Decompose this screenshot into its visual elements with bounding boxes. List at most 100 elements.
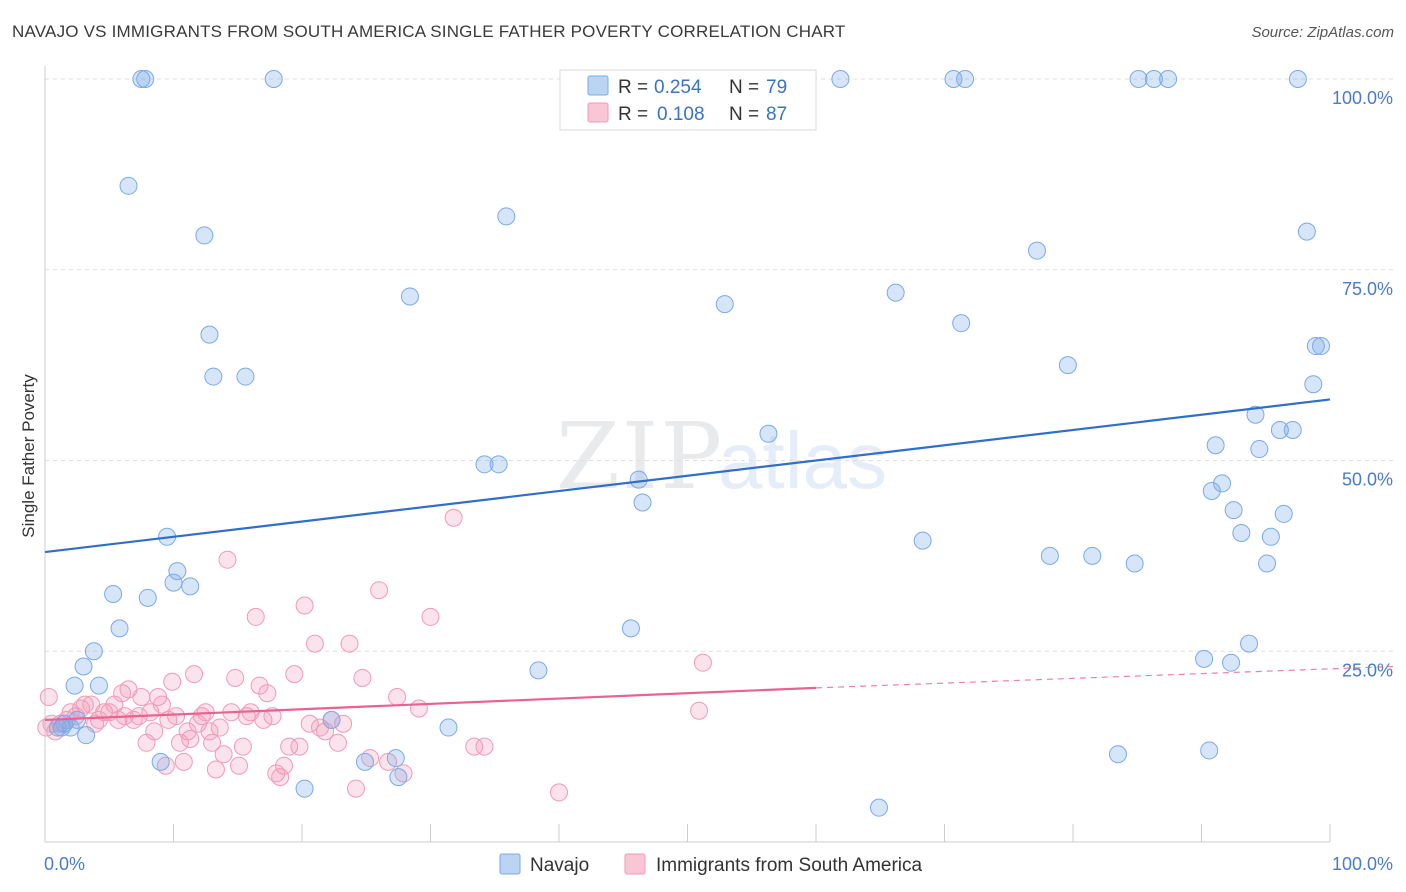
chart-title: NAVAJO VS IMMIGRANTS FROM SOUTH AMERICA … xyxy=(12,22,846,41)
navajo-point xyxy=(151,752,170,771)
navajo-swatch xyxy=(587,75,609,96)
immigrants-point xyxy=(75,695,94,714)
immigrants-point xyxy=(263,707,282,726)
navajo-point xyxy=(1202,482,1221,501)
navajo-point xyxy=(952,314,971,333)
navajo-point xyxy=(138,588,157,607)
immigrants-point xyxy=(174,752,193,771)
y-tick-label: 75.0% xyxy=(1342,279,1393,299)
navajo-point xyxy=(621,619,640,638)
immigrants-point xyxy=(246,607,265,626)
immigrants-point xyxy=(145,722,164,741)
immigrants-point xyxy=(693,653,712,672)
navajo-point xyxy=(529,661,548,680)
navajo-point xyxy=(400,287,419,306)
navajo-n-label: N = xyxy=(729,77,759,98)
navajo-point xyxy=(869,798,888,817)
immigrants-point xyxy=(295,596,314,615)
y-axis-label: Single Father Poverty xyxy=(19,374,38,538)
navajo-point xyxy=(119,176,138,195)
navajo-point xyxy=(439,718,458,737)
source-credit: Source: ZipAtlas.com xyxy=(1251,24,1394,41)
immigrants-point xyxy=(185,665,204,684)
navajo-point xyxy=(1108,745,1127,764)
immigrants-point xyxy=(328,733,347,752)
immigrants-swatch xyxy=(587,102,609,123)
immigrants-point xyxy=(353,668,372,687)
navajo-point xyxy=(1258,554,1277,573)
x-tick-label: 100.0% xyxy=(1332,854,1393,874)
immigrants-point xyxy=(280,737,299,756)
navajo-point xyxy=(831,70,850,88)
navajo-point xyxy=(1213,474,1232,493)
immigrants-point xyxy=(206,760,225,779)
immigrants-point xyxy=(370,581,389,600)
navajo-point xyxy=(264,70,283,88)
immigrants-point xyxy=(550,783,568,802)
navajo-point xyxy=(1222,653,1241,672)
navajo-point xyxy=(1304,375,1323,394)
watermark-atlas: atlas xyxy=(718,416,887,505)
navajo-point xyxy=(1306,337,1325,356)
immigrants-point xyxy=(346,779,365,798)
navajo-point xyxy=(1200,741,1219,760)
navajo-point xyxy=(84,642,103,661)
navajo-point xyxy=(913,531,932,550)
navajo-point xyxy=(1224,501,1243,520)
navajo-point xyxy=(1312,337,1331,356)
immigrants-point xyxy=(444,508,463,527)
navajo-point xyxy=(1274,504,1293,523)
navajo-point xyxy=(1125,554,1144,573)
immigrants-point xyxy=(167,707,186,726)
immigrants-point xyxy=(152,695,171,714)
navajo-point xyxy=(1240,634,1259,653)
navajo-point xyxy=(1283,420,1302,439)
navajo-n-value: 79 xyxy=(766,77,787,98)
trend-lines xyxy=(44,398,1394,722)
navajo-point xyxy=(65,676,84,695)
navajo-point xyxy=(132,70,151,88)
immigrants-point xyxy=(39,688,58,707)
navajo-point xyxy=(355,752,374,771)
navajo-point xyxy=(104,585,123,604)
navajo-r-value: 0.254 xyxy=(654,77,702,98)
immigrants-points xyxy=(37,508,712,802)
immigrants-point xyxy=(465,737,484,756)
axes xyxy=(44,66,1331,843)
navajo-point xyxy=(52,718,71,737)
immigrants-r-value: 0.108 xyxy=(657,104,705,125)
navajo-point xyxy=(1288,70,1307,88)
immigrants-point xyxy=(214,745,233,764)
navajo-point xyxy=(497,207,516,226)
navajo-point xyxy=(74,657,93,676)
immigrants-point xyxy=(226,668,245,687)
navajo-point xyxy=(1159,70,1178,88)
navajo-point xyxy=(322,710,341,729)
immigrants-point xyxy=(233,737,252,756)
navajo-point xyxy=(236,367,255,386)
navajo-point xyxy=(1206,436,1225,455)
navajo-point xyxy=(200,325,219,344)
immigrants-point xyxy=(690,701,709,720)
navajo-point xyxy=(886,283,905,302)
navajo-point xyxy=(489,455,508,474)
immigrants-point xyxy=(316,722,335,741)
immigrants-point xyxy=(210,718,229,737)
navajo-point xyxy=(1058,356,1077,375)
navajo-point xyxy=(759,424,778,443)
navajo-point xyxy=(956,70,975,88)
navajo-point xyxy=(1250,440,1269,459)
immigrants-trend-extension xyxy=(815,665,1394,689)
navajo-legend-swatch xyxy=(499,853,521,875)
navajo-r-label: R = xyxy=(618,77,648,98)
immigrants-point xyxy=(250,676,269,695)
immigrants-point xyxy=(421,607,440,626)
immigrants-n-label: N = xyxy=(729,104,759,125)
watermark: ZIP atlas xyxy=(556,403,887,510)
immigrants-point xyxy=(340,634,359,653)
immigrants-legend-swatch xyxy=(624,853,646,875)
navajo-point xyxy=(1083,546,1102,565)
navajo-point xyxy=(77,726,96,745)
y-tick-label: 100.0% xyxy=(1332,88,1393,108)
